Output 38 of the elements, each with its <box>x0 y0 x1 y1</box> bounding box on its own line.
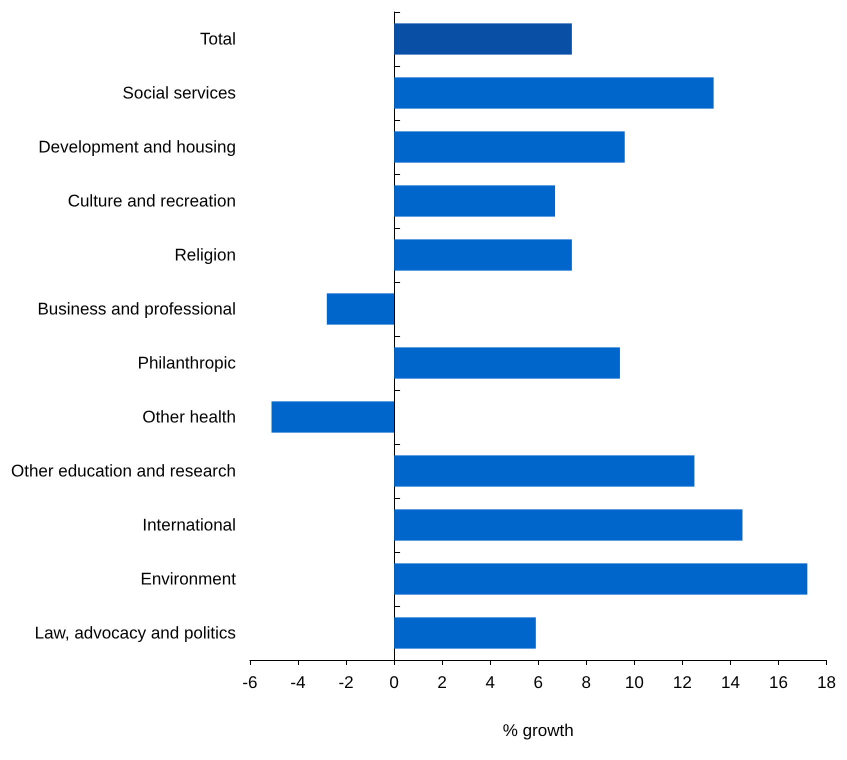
y-tick-label: Total <box>200 30 236 48</box>
x-tick-label: 6 <box>533 673 543 692</box>
bar <box>394 239 572 271</box>
y-tick-label: Religion <box>174 246 236 264</box>
x-tick-label: 12 <box>672 673 692 692</box>
bar <box>394 23 572 55</box>
bar <box>326 293 394 325</box>
bar <box>394 617 536 649</box>
y-tick-label: Philanthropic <box>138 354 236 372</box>
bar <box>394 563 808 595</box>
x-tick-label: 0 <box>389 673 399 692</box>
bar <box>394 509 742 541</box>
y-tick-label: Development and housing <box>38 138 236 156</box>
y-tick-label: Business and professional <box>37 300 236 318</box>
x-tick-label: 16 <box>769 673 788 692</box>
bar <box>394 185 556 217</box>
x-tick-label: 18 <box>817 673 836 692</box>
y-tick-label: International <box>142 516 236 534</box>
x-tick-label: 8 <box>582 673 592 692</box>
x-tick-label: -2 <box>338 673 354 692</box>
x-tick-label: 10 <box>624 673 644 692</box>
bar <box>272 401 394 433</box>
y-tick-label: Culture and recreation <box>68 192 236 210</box>
y-tick-label: Social services <box>122 84 236 102</box>
y-tick-label: Law, advocacy and politics <box>34 624 236 642</box>
y-tick-label: Other education and research <box>10 462 236 480</box>
x-axis-title: % growth <box>502 721 574 740</box>
bar <box>394 455 694 487</box>
x-tick-label: -6 <box>242 673 258 692</box>
bar <box>394 131 625 163</box>
x-tick-label: 2 <box>437 673 447 692</box>
y-tick-label: Other health <box>142 408 236 426</box>
x-tick-label: -4 <box>290 673 306 692</box>
y-tick-label: Environment <box>140 570 236 588</box>
bar <box>394 77 714 109</box>
x-tick-label: 14 <box>720 673 740 692</box>
x-tick-label: 4 <box>485 673 495 692</box>
bar <box>394 347 620 379</box>
